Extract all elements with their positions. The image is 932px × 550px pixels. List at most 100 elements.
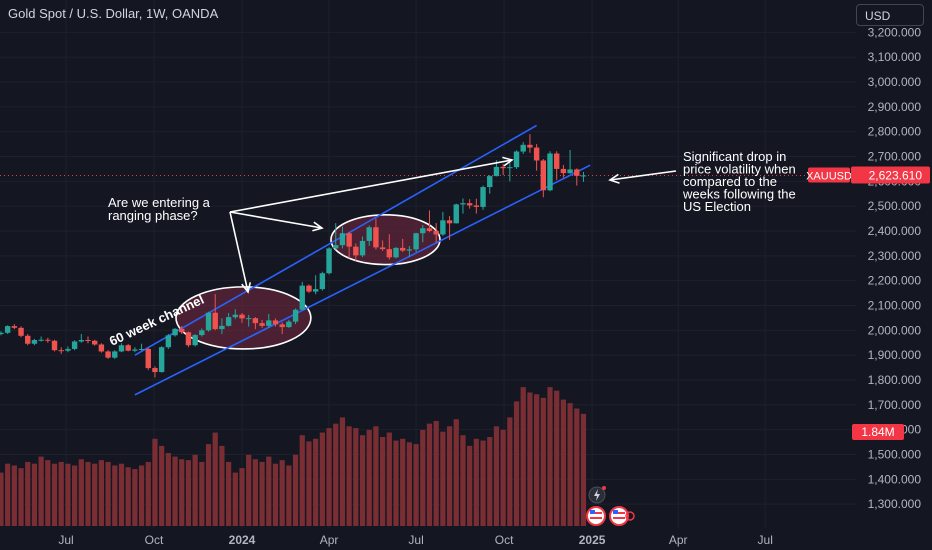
candle-body [38, 339, 44, 341]
arrow-to-top [229, 159, 513, 213]
volume-bar [386, 432, 392, 526]
candle-body [4, 326, 11, 333]
volume-bar [38, 456, 44, 526]
volume-bar [92, 463, 98, 526]
candle-body [379, 247, 386, 250]
candle-body [266, 320, 272, 326]
candle-body [279, 324, 285, 328]
time-tick-label: Jul [408, 533, 423, 547]
candle-body [460, 203, 466, 205]
grid [0, 0, 856, 528]
candle-body [399, 247, 406, 251]
candle-body [239, 314, 245, 319]
time-tick-label: 2025 [579, 533, 606, 547]
candle-body [507, 167, 513, 169]
annotation-volatility-text: compared to the [683, 174, 777, 189]
candle-body [473, 205, 480, 207]
candle-body [299, 285, 305, 310]
candle-body [513, 151, 520, 168]
volume-bar [292, 454, 299, 526]
candle-body [65, 348, 71, 351]
event-ring [625, 511, 635, 521]
volume-bar [493, 426, 500, 526]
candle-body [245, 318, 252, 320]
volume-bar [179, 459, 185, 526]
volume-bars [0, 387, 587, 526]
volume-bar [420, 429, 426, 526]
volume-bar [51, 463, 58, 526]
candle-body [158, 347, 165, 373]
volume-bar [453, 419, 459, 526]
volume-bar [212, 432, 218, 526]
candle-body [152, 368, 158, 373]
time-tick-label: Oct [495, 533, 514, 547]
volume-bar [105, 461, 111, 526]
us-flag-stripe [590, 517, 602, 519]
volume-bar [226, 461, 232, 526]
candle-body [466, 203, 473, 206]
volume-bar [473, 438, 479, 526]
volume-bar [138, 465, 145, 526]
us-flag-icon [586, 506, 606, 526]
volume-bar [45, 460, 51, 526]
price-tick-label: 2,200.000 [868, 274, 922, 288]
volume-bar [540, 397, 546, 526]
volume-badge [852, 424, 904, 440]
candle-body [145, 348, 151, 369]
volume-bar [31, 463, 38, 526]
price-tick-label: 2,400.000 [868, 224, 922, 238]
candle-body [306, 285, 312, 292]
symbol-badge [808, 167, 850, 183]
volume-bar [333, 423, 339, 526]
time-tick-label: Jul [758, 533, 773, 547]
volume-bar [520, 387, 526, 526]
time-tick-label: 2024 [229, 533, 256, 547]
time-axis: Jul Oct 2024 Apr Jul Oct 2025 Apr Jul [0, 528, 932, 550]
volume-bar [480, 440, 486, 526]
candle-body [500, 166, 506, 169]
candle-body [480, 187, 486, 207]
volume-bar [259, 461, 265, 526]
candle-body [78, 340, 85, 342]
volume-bar [25, 461, 31, 526]
price-tick-label: 3,100.000 [868, 50, 922, 64]
volume-bar [460, 435, 466, 526]
volume-bar [11, 465, 17, 526]
currency-selector[interactable]: USD [856, 4, 924, 26]
volume-bar [18, 468, 24, 526]
time-tick-label: Oct [145, 533, 164, 547]
candle-body [339, 233, 346, 246]
arrow-to-last-candle-head [608, 173, 620, 184]
candle-body [366, 227, 372, 241]
candle-body [212, 312, 218, 330]
volume-bar [534, 394, 540, 526]
annotation-volatility-text: weeks following the [682, 187, 796, 202]
price-axis: 1,300.0001,400.0001,500.0001,600.0001,70… [856, 0, 932, 550]
volume-bar [413, 444, 419, 526]
volume-bar [246, 454, 252, 526]
price-badge-text: 2,623.610 [869, 168, 923, 182]
candle-body [580, 175, 587, 177]
candle-body [259, 323, 265, 326]
price-tick-label: 2,800.000 [868, 125, 922, 139]
candle-body [25, 335, 31, 344]
annotation-volatility-text: Significant drop in [683, 149, 786, 164]
volume-bar [359, 435, 366, 526]
candle-body [0, 332, 4, 335]
volume-bar [433, 420, 439, 526]
volume-bar [199, 461, 205, 526]
candles [0, 134, 587, 378]
candle-body [252, 318, 259, 324]
volume-bar [72, 465, 78, 526]
candle-body [440, 220, 446, 235]
volume-bar [406, 442, 412, 526]
candle-body [292, 309, 299, 322]
volume-bar [145, 461, 151, 526]
volume-bar [306, 441, 312, 526]
volume-bar [132, 469, 138, 526]
annotation-ranging-text: ranging phase? [108, 208, 198, 223]
candle-body [225, 317, 232, 326]
candle-body [413, 233, 419, 250]
price-tick-label: 2,100.000 [868, 299, 922, 313]
